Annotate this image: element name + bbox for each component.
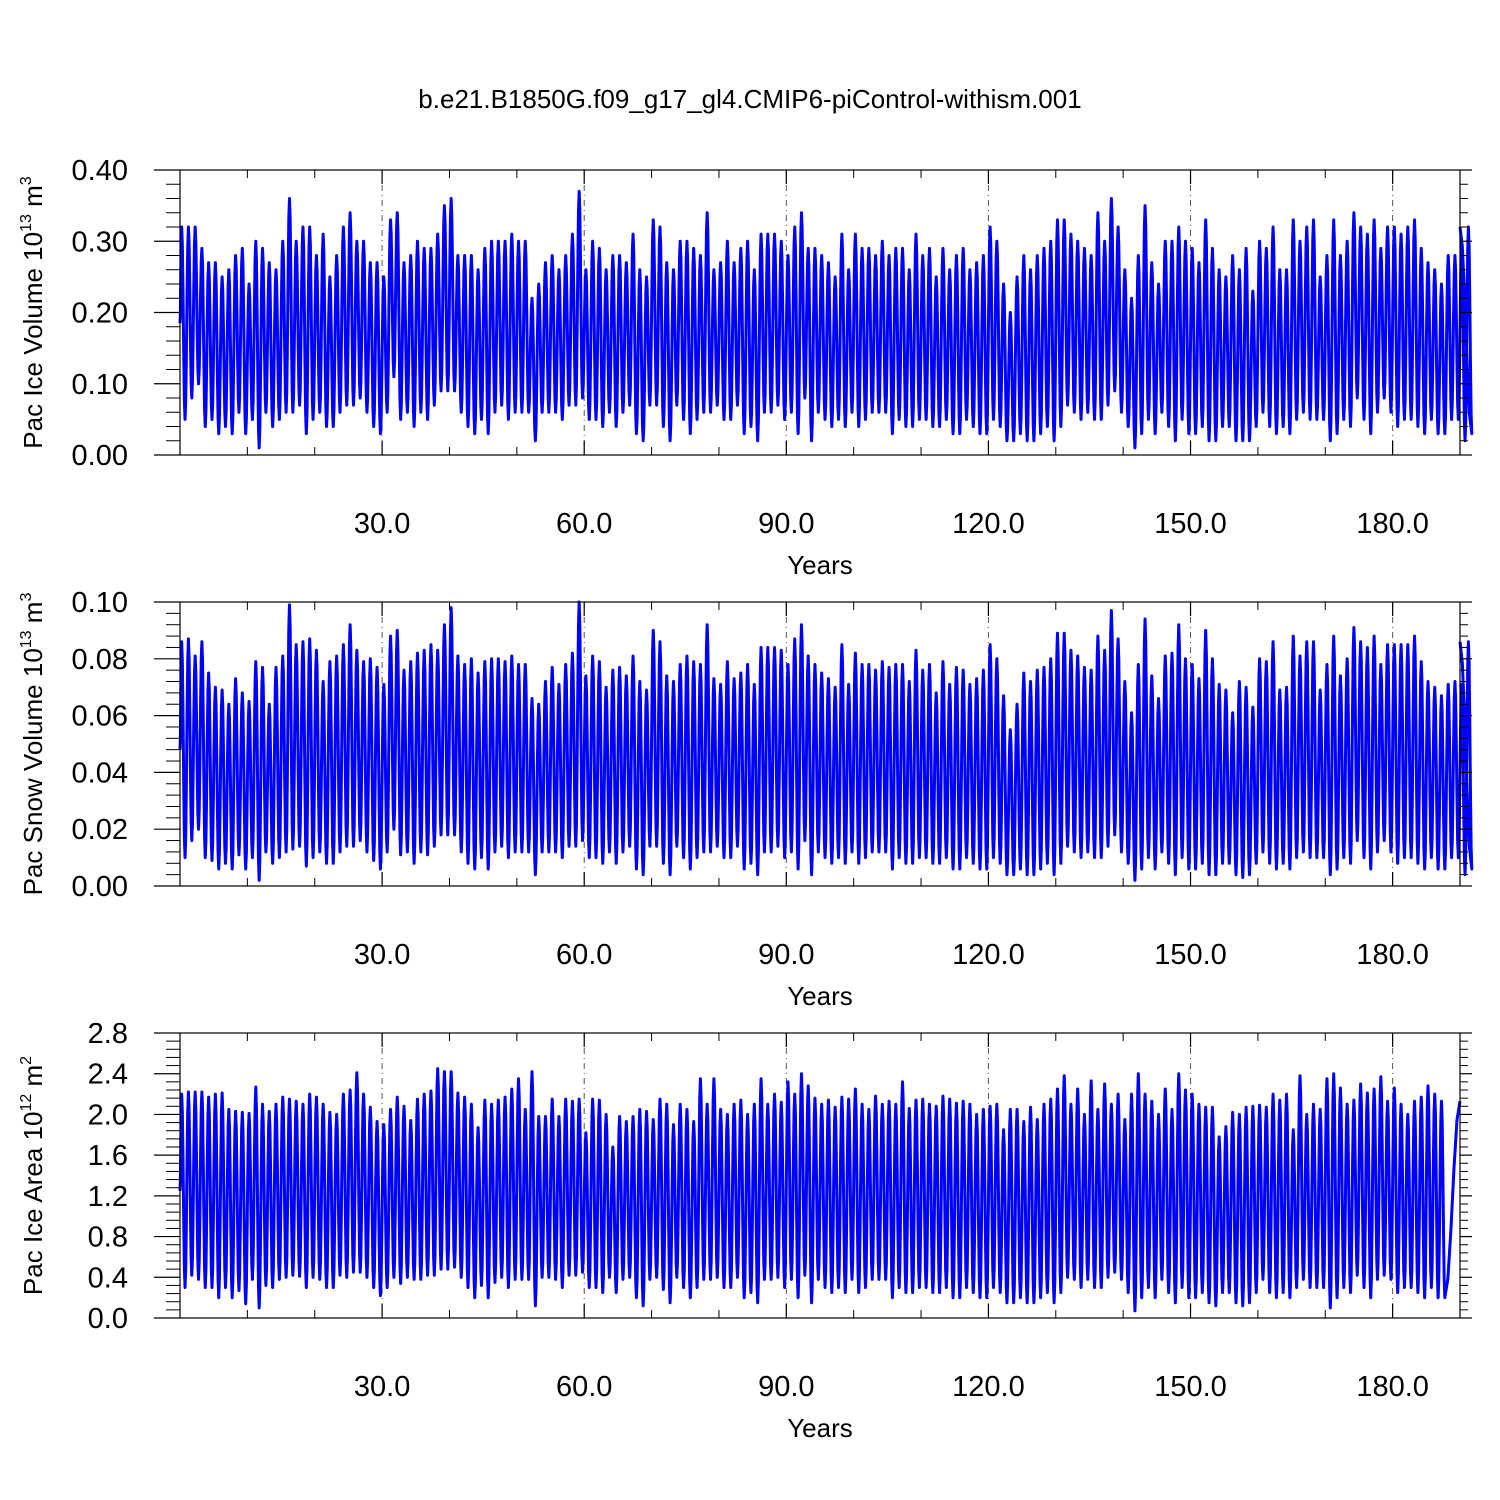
plot-frame — [179, 1032, 1461, 1319]
y-axis-title: Pac Ice Area 1012 m2 — [18, 1056, 48, 1295]
figure-title: b.e21.B1850G.f09_g17_gl4.CMIP6-piControl… — [418, 84, 1082, 114]
x-tick-label: 120.0 — [952, 1371, 1025, 1403]
y-tick-label: 0.04 — [72, 757, 128, 789]
y-tick-label: 0.4 — [88, 1262, 128, 1294]
x-tick-label: 150.0 — [1154, 1371, 1227, 1403]
y-tick-label: 0.10 — [72, 369, 128, 401]
x-tick-label: 150.0 — [1154, 508, 1227, 540]
panel-3: 0.0 0.4 0.8 1.2 1.6 2.0 2.4 2.8 30.0 60.0 90.0 120.… — [18, 1018, 1472, 1443]
y-axis-title: Pac Snow Volume 1013 m3 — [18, 593, 48, 896]
y-tick-label: 2.8 — [88, 1018, 128, 1050]
y-tick-label: 1.6 — [88, 1140, 128, 1172]
y-tick-label: 0.06 — [72, 701, 128, 733]
x-tick-label: 180.0 — [1356, 939, 1429, 971]
y-tick-label: 0.20 — [72, 298, 128, 330]
y-tick-label: 2.4 — [88, 1059, 128, 1091]
x-axis-title: Years — [787, 550, 853, 580]
x-tick-label: 90.0 — [758, 1371, 814, 1403]
x-tick-label: 120.0 — [952, 508, 1025, 540]
y-tick-label: 0.02 — [72, 814, 128, 846]
panel-1: 0.00 0.10 0.20 0.30 0.40 30.0 60.0 90.0 120.0 150… — [18, 155, 1474, 580]
x-tick-label: 60.0 — [556, 1371, 612, 1403]
y-tick-label: 0.10 — [72, 587, 128, 619]
y-tick-label: 2.0 — [88, 1099, 128, 1131]
y-tick-label: 0.08 — [72, 644, 128, 676]
x-tick-label: 60.0 — [556, 939, 612, 971]
x-tick-label: 180.0 — [1356, 1371, 1429, 1403]
y-tick-label: 0.00 — [72, 871, 128, 903]
panel-2: 0.00 0.02 0.04 0.06 0.08 0.10 30.0 60.0 90.0 120.… — [18, 587, 1474, 1011]
x-tick-label: 60.0 — [556, 508, 612, 540]
y-tick-label: 0.00 — [72, 440, 128, 472]
x-tick-label: 180.0 — [1356, 508, 1429, 540]
plot-frame — [179, 601, 1461, 887]
x-tick-label: 150.0 — [1154, 939, 1227, 971]
y-tick-label: 0.40 — [72, 155, 128, 187]
y-tick-label: 0.8 — [88, 1222, 128, 1254]
series-line — [178, 189, 1474, 450]
series-line — [178, 600, 1474, 882]
x-tick-label: 30.0 — [354, 508, 410, 540]
y-axis-title: Pac Ice Volume 1013 m3 — [18, 176, 48, 449]
x-tick-label: 90.0 — [758, 939, 814, 971]
y-tick-label: 0.30 — [72, 226, 128, 258]
x-axis-title: Years — [787, 981, 853, 1011]
x-tick-label: 30.0 — [354, 1371, 410, 1403]
x-tick-label: 90.0 — [758, 508, 814, 540]
y-tick-label: 0.0 — [88, 1303, 128, 1335]
series-line — [178, 1067, 1462, 1313]
y-tick-label: 1.2 — [88, 1181, 128, 1213]
x-tick-label: 120.0 — [952, 939, 1025, 971]
x-axis-title: Years — [787, 1413, 853, 1443]
x-tick-label: 30.0 — [354, 939, 410, 971]
